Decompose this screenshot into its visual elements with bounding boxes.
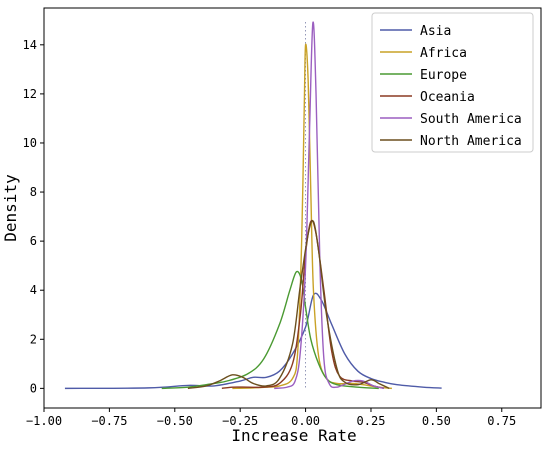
y-axis-label: Density xyxy=(1,174,20,242)
y-tick-label: 8 xyxy=(30,185,37,199)
y-tick-label: 14 xyxy=(23,38,37,52)
y-axis: 0 2 4 6 8 10 12 14 xyxy=(23,38,44,395)
legend-label: North America xyxy=(420,134,522,149)
series-line-north-america xyxy=(187,220,390,390)
x-axis-label: Increase Rate xyxy=(231,426,356,445)
legend-label: Oceania xyxy=(420,90,475,105)
plot-frame xyxy=(43,7,542,409)
x-tick-label: −0.50 xyxy=(157,414,193,428)
x-tick-label: −1.00 xyxy=(26,414,62,428)
legend-label: Europe xyxy=(420,68,467,83)
x-tick-label: 0.50 xyxy=(422,414,451,428)
x-tick-label: 0.00 xyxy=(291,414,320,428)
legend-entries: Asia Africa Europe Oceania South America Nort… xyxy=(380,24,522,149)
series-line-south-america xyxy=(274,21,385,390)
x-axis: −1.00 −0.75 −0.50 −0.25 0.00 0.25 0.50 0.75 xyxy=(26,408,516,428)
x-tick-label: −0.25 xyxy=(222,414,258,428)
y-tick-label: 12 xyxy=(23,87,37,101)
y-tick-label: 0 xyxy=(30,381,37,395)
y-tick-label: 2 xyxy=(30,332,37,346)
y-tick-label: 6 xyxy=(30,234,37,248)
series-line-europe xyxy=(161,270,379,390)
x-tick-label: 0.25 xyxy=(357,414,386,428)
legend-label: South America xyxy=(420,112,522,127)
y-tick-label: 4 xyxy=(30,283,37,297)
series-layer xyxy=(64,21,442,390)
x-tick-label: 0.75 xyxy=(487,414,516,428)
y-tick-label: 10 xyxy=(23,136,37,150)
legend: Asia Africa Europe Oceania South America Nort… xyxy=(371,12,534,153)
legend-label: Asia xyxy=(420,24,451,39)
legend-box xyxy=(371,12,534,153)
series-line-africa xyxy=(232,43,392,390)
series-line-asia xyxy=(64,292,442,390)
legend-label: Africa xyxy=(420,46,467,61)
x-tick-label: −0.75 xyxy=(91,414,127,428)
